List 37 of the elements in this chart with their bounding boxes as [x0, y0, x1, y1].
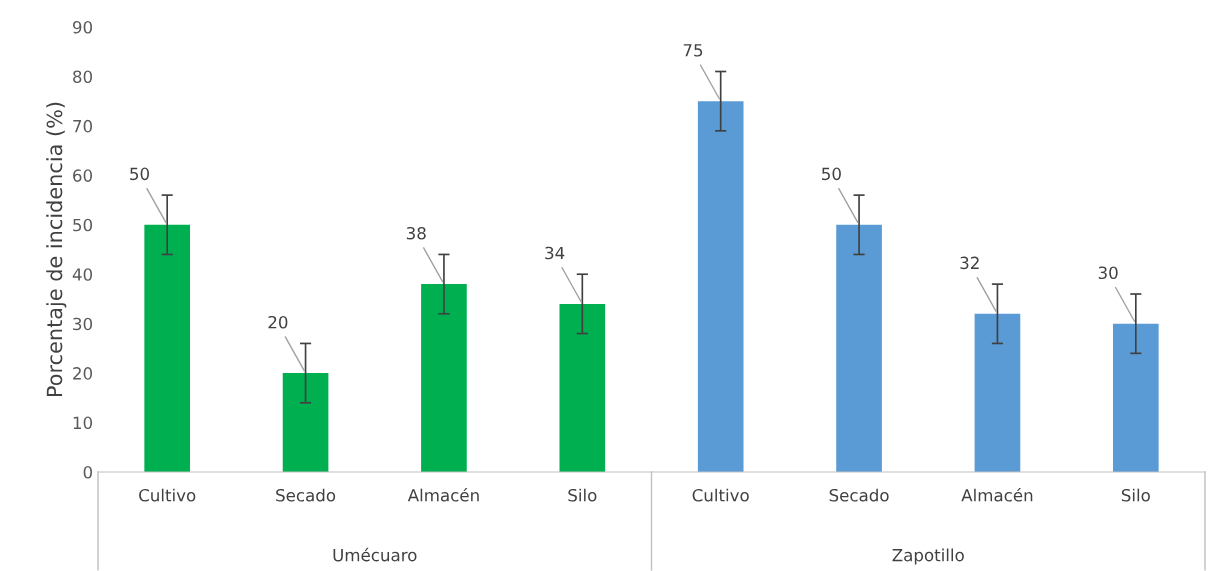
x-tick-label: Silo: [1121, 488, 1150, 502]
x-tick-label: Almacén: [961, 488, 1033, 502]
y-axis-title: Porcentaje de incidencia (%): [46, 102, 67, 397]
y-tick-label: 10: [73, 416, 93, 430]
bar: [697, 101, 744, 472]
y-tick-label: 20: [73, 367, 93, 380]
y-tick-label: 80: [73, 70, 93, 84]
bar: [144, 224, 191, 472]
x-tick-label: Secado: [276, 488, 336, 502]
data-label: 38: [406, 226, 426, 240]
data-label: 30: [1098, 266, 1118, 280]
data-label: 34: [545, 246, 565, 260]
y-tick-label: 90: [72, 20, 93, 34]
bar: [974, 313, 1021, 472]
bar: [1112, 323, 1159, 472]
y-tick-label: 0: [83, 465, 93, 479]
x-tick-label: Secado: [829, 488, 889, 502]
bar: [836, 224, 882, 472]
y-tick-label: 30: [73, 317, 93, 331]
y-tick-label: 70: [73, 119, 93, 133]
y-tick-label: 60: [73, 169, 93, 182]
data-label: 50: [130, 167, 150, 181]
text: Zapotillo: [892, 548, 964, 565]
x-tick-label: Cultivo: [692, 488, 749, 502]
x-tick-label: Silo: [568, 488, 597, 502]
y-tick-label: 50: [73, 218, 93, 232]
bar: [282, 373, 329, 472]
text: Umécuaro: [333, 547, 417, 562]
x-tick-label: Cultivo: [139, 488, 196, 502]
x-tick-label: Almacén: [407, 488, 479, 502]
y-tick-label: 40: [72, 268, 93, 281]
data-label: 20: [268, 315, 288, 329]
data-label: 32: [960, 256, 979, 270]
bar: [559, 303, 606, 472]
bar: [421, 284, 467, 472]
data-label: 50: [822, 167, 841, 181]
data-label: 75: [683, 44, 703, 57]
